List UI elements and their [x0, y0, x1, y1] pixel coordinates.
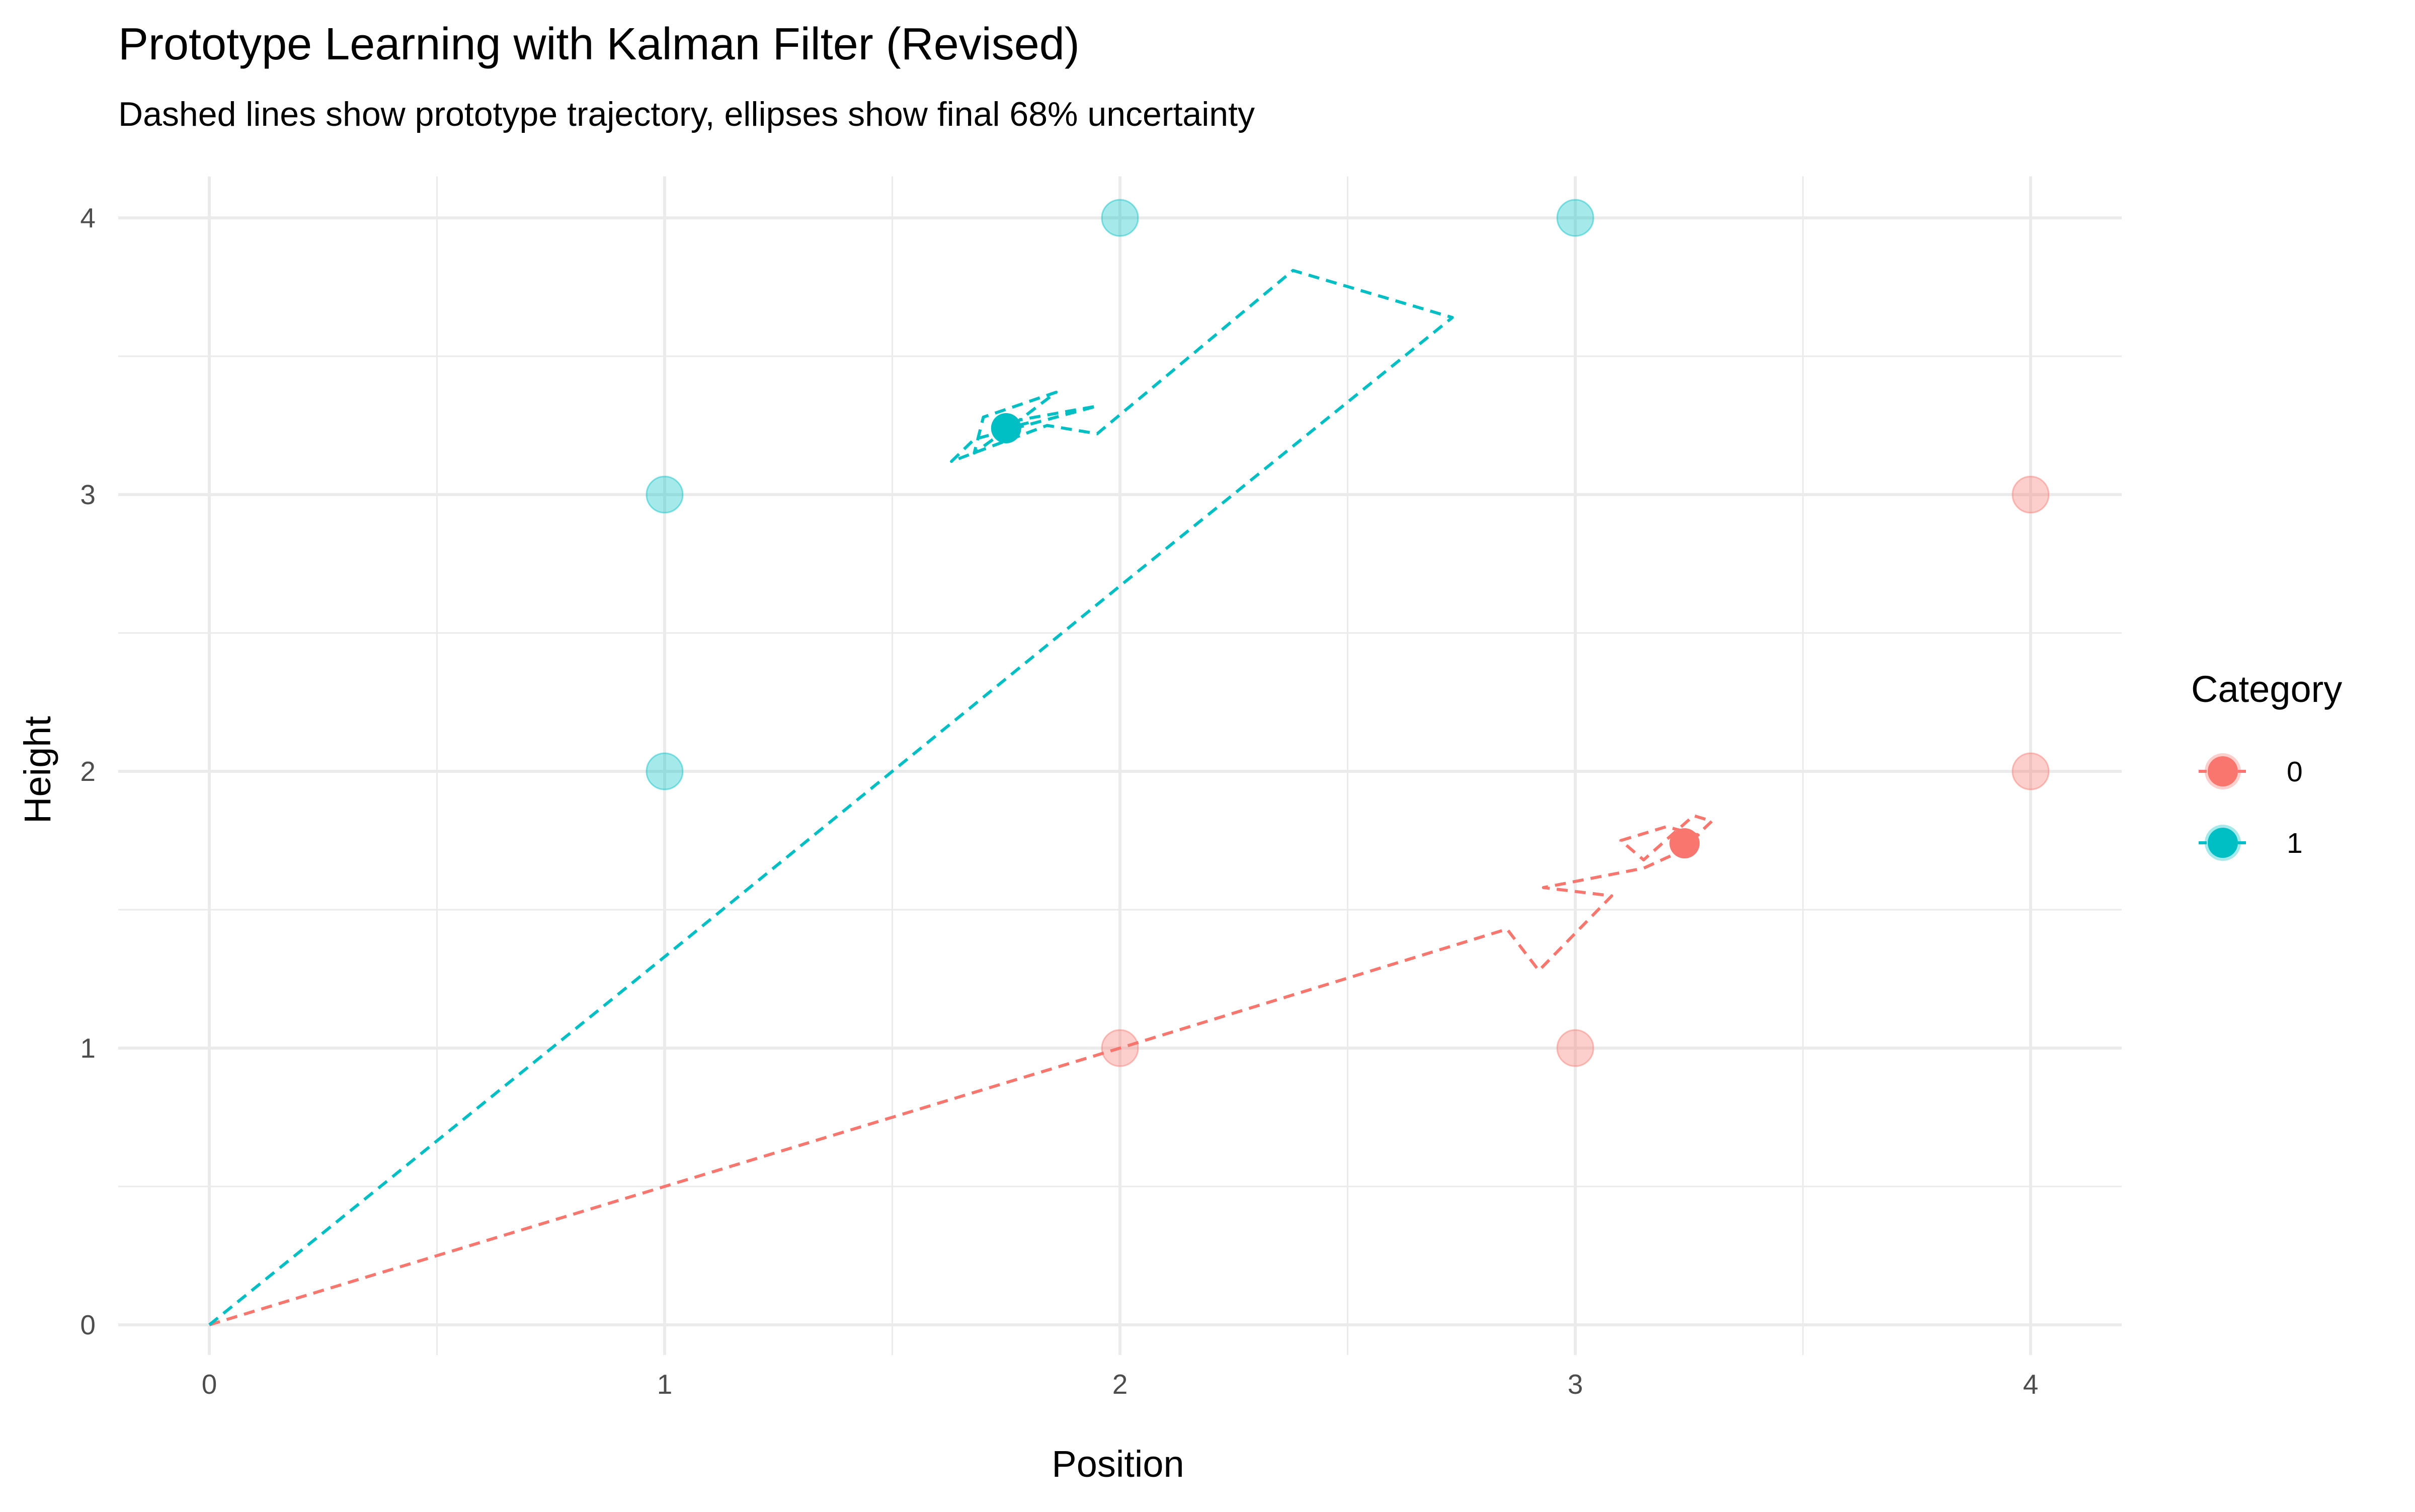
prototype-marker-0 [1669, 828, 1700, 858]
x-axis-title: Position [1052, 1443, 1184, 1485]
x-tick-label: 0 [202, 1369, 217, 1400]
observation-point-1 [1101, 199, 1139, 237]
observation-point-0 [2011, 475, 2050, 514]
y-tick-label: 3 [80, 479, 96, 510]
y-tick-label: 0 [80, 1309, 96, 1340]
legend-title: Category [2191, 668, 2342, 710]
legend: Category 01 [2191, 668, 2342, 861]
observation-point-0 [2011, 752, 2050, 790]
trajectories [208, 269, 1714, 1326]
x-tick-label: 4 [2023, 1369, 2039, 1400]
x-tick-label: 2 [1112, 1369, 1128, 1400]
legend-swatch-point [2208, 756, 2238, 786]
legend-items: 01 [2199, 753, 2303, 861]
grid [118, 176, 2122, 1355]
legend-swatch-point [2208, 828, 2238, 858]
chart-title: Prototype Learning with Kalman Filter (R… [118, 19, 1080, 69]
legend-item-0: 0 [2199, 753, 2303, 789]
chart-subtitle: Dashed lines show prototype trajectory, … [118, 95, 1255, 133]
y-axis-title: Height [17, 716, 58, 824]
axis-ticks: 0 1 2 3 4 0 1 2 3 4 [80, 202, 2038, 1400]
y-tick-label: 2 [80, 756, 96, 787]
observation-point-1 [1556, 199, 1594, 237]
observation-point-0 [1556, 1029, 1594, 1067]
prototype-markers [991, 413, 1700, 858]
trajectory-line-0 [209, 814, 1714, 1326]
observation-points [646, 199, 2050, 1067]
legend-label: 0 [2287, 756, 2303, 788]
y-tick-label: 1 [80, 1032, 96, 1064]
x-tick-label: 3 [1568, 1369, 1583, 1400]
legend-item-1: 1 [2199, 825, 2303, 861]
prototype-marker-1 [991, 413, 1021, 443]
trajectory-line-1 [208, 269, 1454, 1326]
observation-point-1 [646, 752, 684, 790]
observation-point-1 [646, 475, 684, 514]
legend-label: 1 [2287, 827, 2303, 859]
observation-point-0 [1101, 1029, 1139, 1067]
x-tick-label: 1 [657, 1369, 673, 1400]
y-tick-label: 4 [80, 202, 96, 233]
